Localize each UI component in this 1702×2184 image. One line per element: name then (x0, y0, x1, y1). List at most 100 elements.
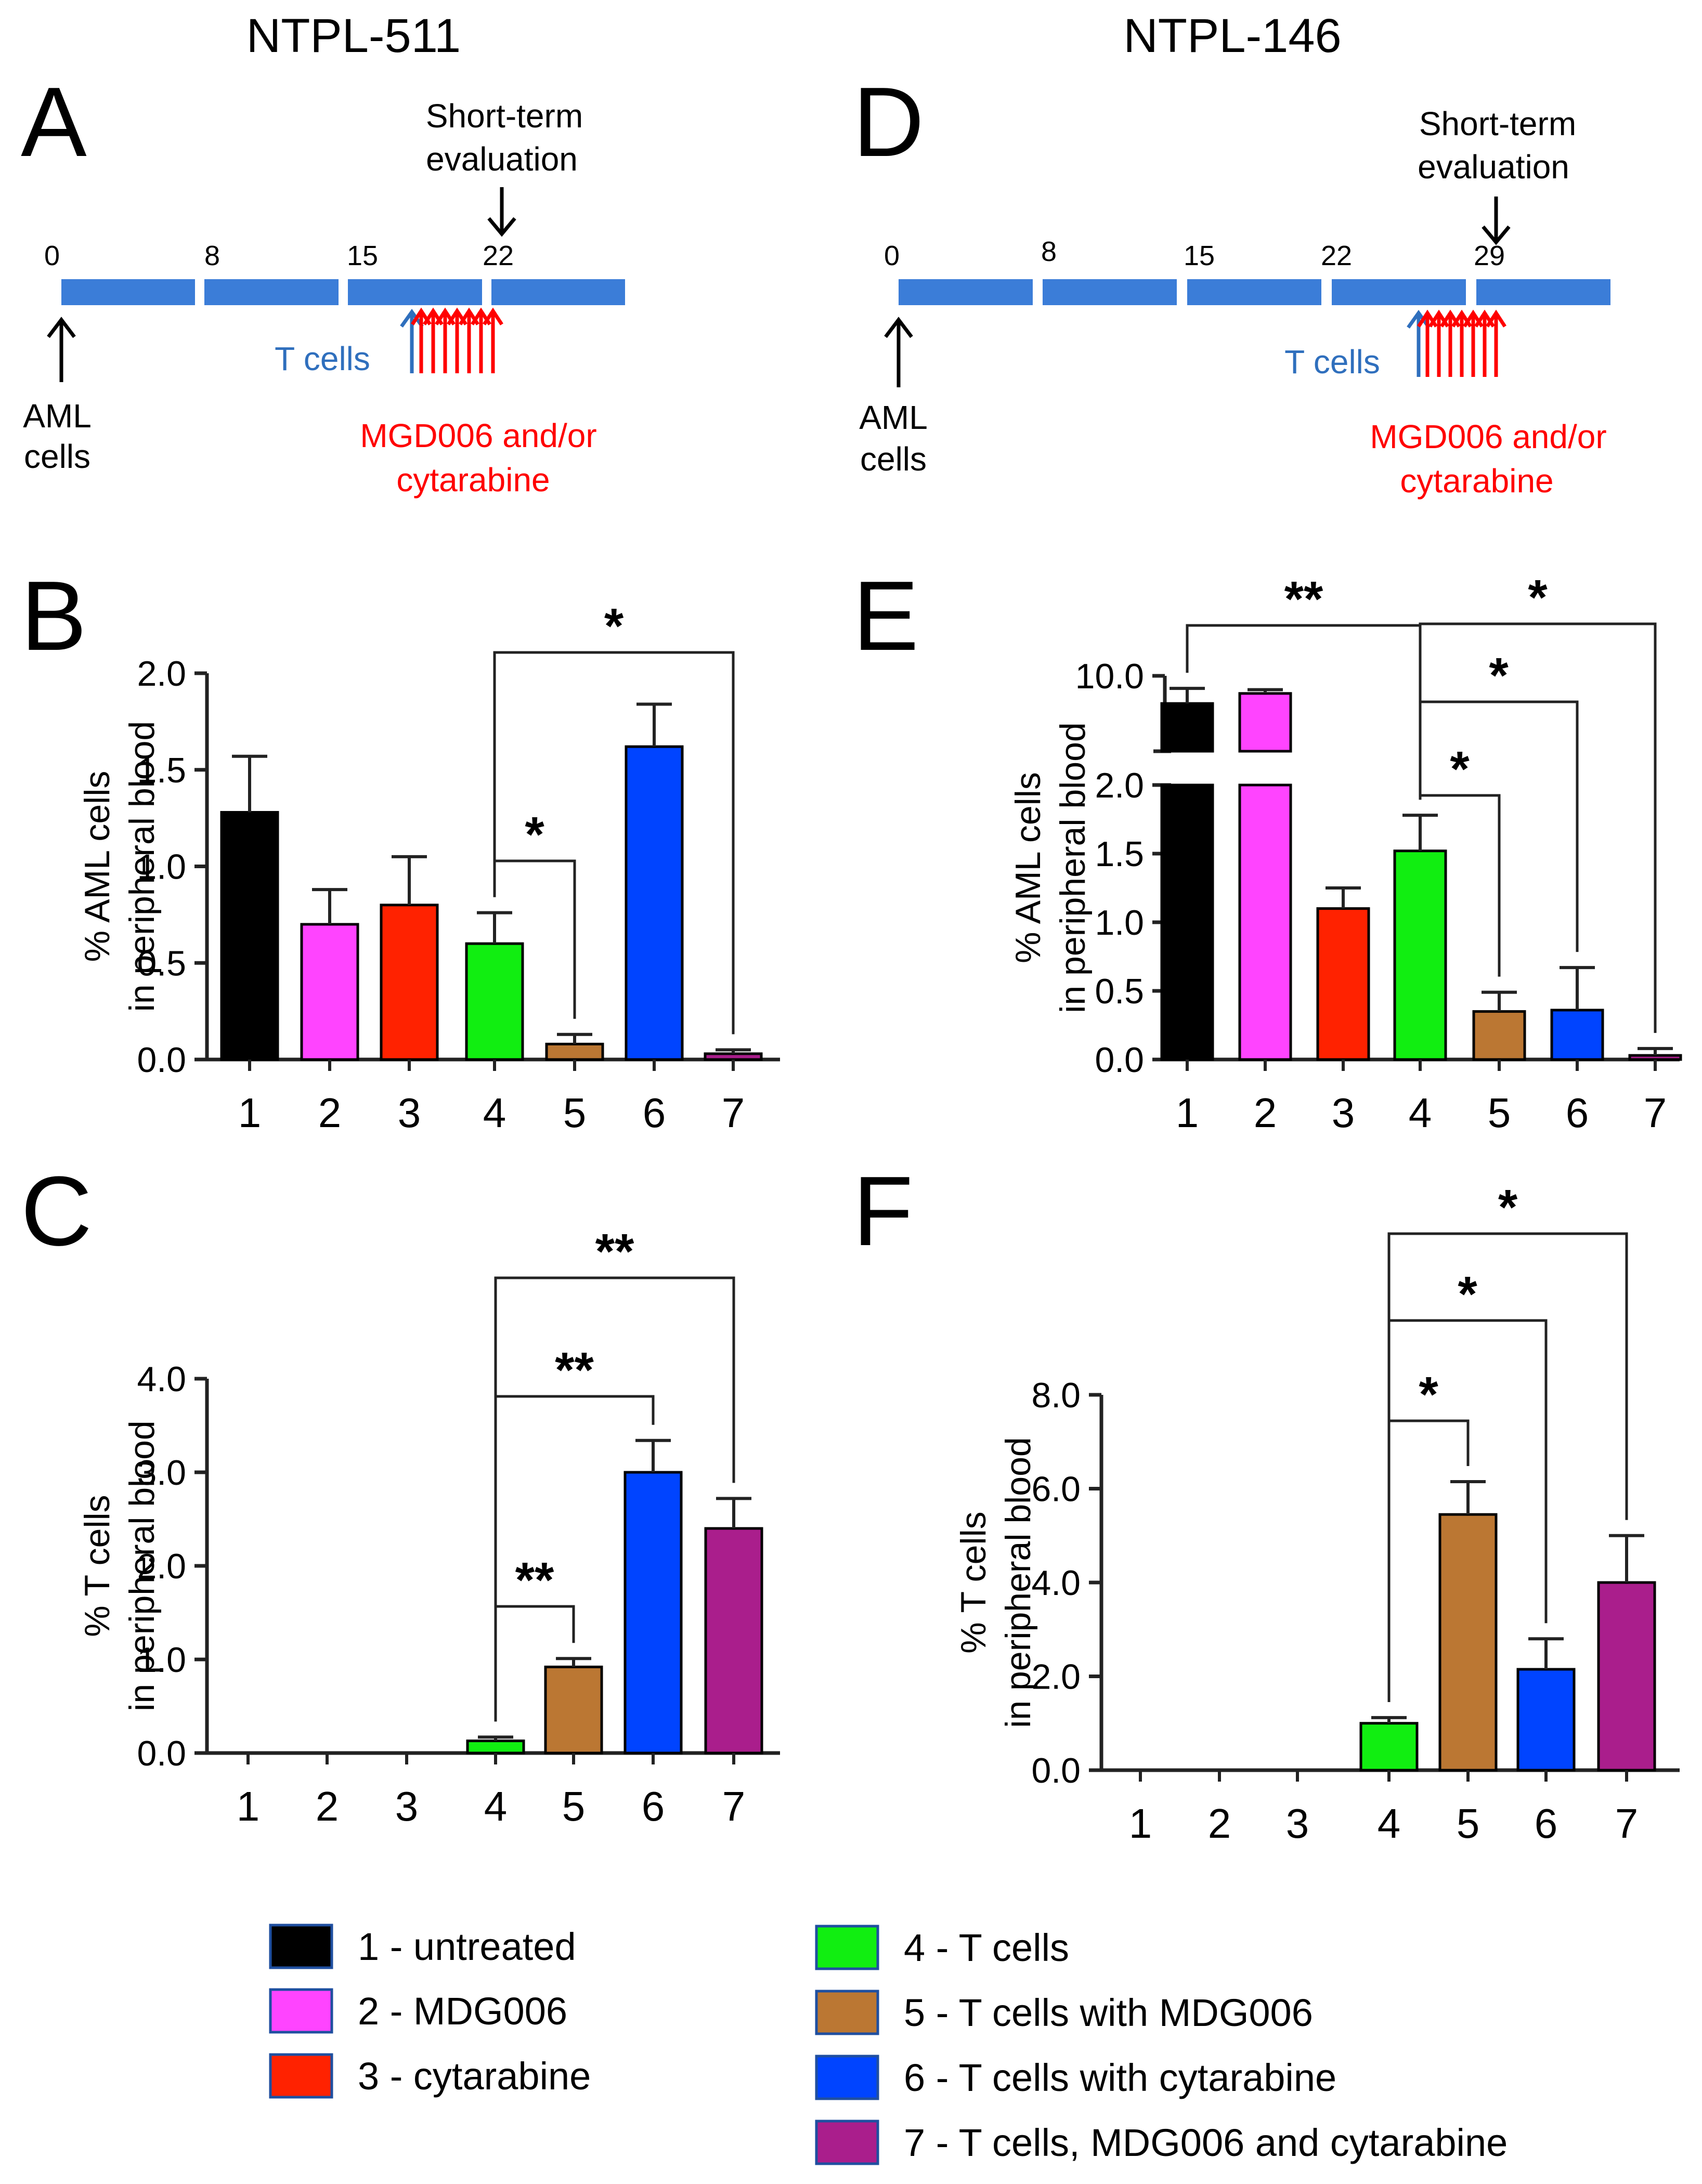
bar (1238, 692, 1292, 753)
y-tick-label: 0.0 (1095, 1040, 1144, 1080)
timeline-segment (204, 279, 339, 305)
timeline-segment (348, 279, 482, 305)
y-tick-label: 2.0 (1031, 1657, 1081, 1697)
treatment-label: cytarabine (1400, 462, 1553, 500)
day-label: 15 (347, 240, 378, 271)
legend-swatch (815, 2120, 879, 2165)
y-tick-label: 8.0 (1031, 1376, 1081, 1415)
evaluation-label: Short-term (426, 97, 583, 135)
y-tick-label: 1.0 (137, 1640, 186, 1680)
x-tick-label: 2 (316, 1783, 339, 1829)
y-axis-label: % T cells (954, 1511, 993, 1653)
treatment-label: cytarabine (396, 461, 550, 499)
bar (544, 1665, 603, 1755)
day-label: 29 (1474, 240, 1505, 271)
legend-label: 7 - T cells, MDG006 and cytarabine (904, 2121, 1508, 2164)
y-tick-label: 1.5 (137, 751, 186, 790)
y-tick-label: 1.0 (137, 847, 186, 887)
bar (380, 904, 439, 1061)
timeline-segment (899, 279, 1033, 305)
cohort-title-right: NTPL-146 (1123, 9, 1341, 62)
y-tick-label: 1.0 (1095, 903, 1144, 943)
significance-bracket (1186, 624, 1422, 800)
legend-label: 4 - T cells (904, 1926, 1069, 1969)
chart-aml-ntpl-146: 0.0 0.5 1.0 1.5 2.0 10.0 % AML cells in periphe… (1008, 570, 1682, 1136)
timeline-segment (491, 279, 625, 305)
chart-aml-ntpl-511: 0.0 0.5 1.0 1.5 2.0 % AML cells in peripheral … (77, 598, 780, 1136)
timeline-segment (61, 279, 195, 305)
timeline-segment (1476, 279, 1610, 305)
x-tick-label: 4 (484, 1783, 508, 1829)
evaluation-label: Short-term (1419, 105, 1576, 142)
bar (466, 1740, 525, 1755)
treatment-arrows-icon (411, 307, 503, 373)
day-label: 22 (1321, 240, 1352, 271)
legend-swatch (815, 1990, 879, 2035)
treatment-arrow-head (1486, 309, 1506, 328)
significance-label: * (1458, 1266, 1477, 1322)
significance-label: * (525, 807, 544, 862)
t-cells-arrow-icon (400, 308, 424, 373)
x-tick-label: 6 (1535, 1800, 1558, 1847)
y-tick-label: 0.5 (137, 944, 186, 983)
x-tick-label: 2 (318, 1090, 342, 1136)
timeline-d: 0 8 15 22 29 Short-term evaluation AML c… (859, 105, 1610, 500)
y-axis-label: in peripheral blood (122, 1420, 162, 1711)
day-label: 15 (1184, 240, 1215, 271)
legend-swatch (269, 1988, 333, 2034)
t-cells-label: T cells (275, 340, 370, 377)
bar (704, 1527, 763, 1755)
x-tick-label: 3 (395, 1783, 419, 1829)
x-tick-label: 6 (642, 1783, 665, 1829)
x-tick-label: 5 (562, 1783, 586, 1829)
panel-letter-a: A (21, 67, 87, 177)
timeline-a: 0 8 15 22 Short-term evaluation AML cell… (23, 97, 625, 499)
bar (1160, 783, 1214, 1061)
legend: 1 - untreated 2 - MDG006 3 - cytarabine 4 -… (269, 1924, 1508, 2165)
evaluation-label: evaluation (426, 140, 578, 178)
legend-swatch (269, 2053, 333, 2099)
x-tick-label: 4 (1378, 1800, 1401, 1847)
timeline-segment (1332, 279, 1466, 305)
bar (1516, 1668, 1576, 1772)
bar (623, 1471, 683, 1755)
significance-bracket (494, 1276, 735, 1722)
panel-letter-c: C (21, 1156, 92, 1266)
x-tick-label: 2 (1208, 1800, 1231, 1847)
significance-label: * (1528, 570, 1548, 625)
day-label: 8 (204, 240, 220, 271)
legend-swatch (269, 1924, 333, 1969)
legend-label: 6 - T cells with cytarabine (904, 2056, 1336, 2099)
day-label: 0 (884, 240, 900, 271)
x-tick-label: 7 (722, 1783, 746, 1829)
chart-tcells-ntpl-146: 0.0 2.0 4.0 6.0 8.0 % T cells in peripheral bl… (954, 1180, 1680, 1847)
treatment-label: MGD006 and/or (1370, 418, 1606, 455)
evaluation-label: evaluation (1418, 148, 1569, 186)
y-tick-label: 3.0 (137, 1453, 186, 1493)
evaluation-arrow-icon (487, 187, 516, 237)
y-axis-label: % AML cells (77, 771, 117, 962)
bar (1597, 1581, 1656, 1772)
significance-label: ** (595, 1224, 634, 1279)
x-tick-label: 3 (1286, 1800, 1309, 1847)
day-label: 0 (44, 240, 60, 271)
significance-label: * (1498, 1180, 1518, 1235)
timeline-segment (1043, 279, 1177, 305)
aml-label: cells (860, 440, 927, 478)
x-tick-label: 5 (1457, 1800, 1480, 1847)
significance-label: ** (555, 1342, 594, 1398)
significance-label: ** (1284, 571, 1323, 627)
x-tick-label: 6 (643, 1090, 666, 1136)
significance-label: * (604, 598, 624, 654)
day-label: 22 (483, 240, 514, 271)
bar (1316, 907, 1370, 1061)
treatment-arrows-icon (1417, 309, 1506, 377)
significance-bracket (493, 651, 735, 1035)
y-tick-label: 4.0 (137, 1359, 186, 1399)
x-tick-label: 3 (398, 1090, 421, 1136)
y-axis-label: % T cells (77, 1495, 117, 1637)
aml-injection-arrow-icon (47, 317, 76, 382)
bar (1238, 783, 1292, 1061)
bar (220, 810, 279, 1061)
